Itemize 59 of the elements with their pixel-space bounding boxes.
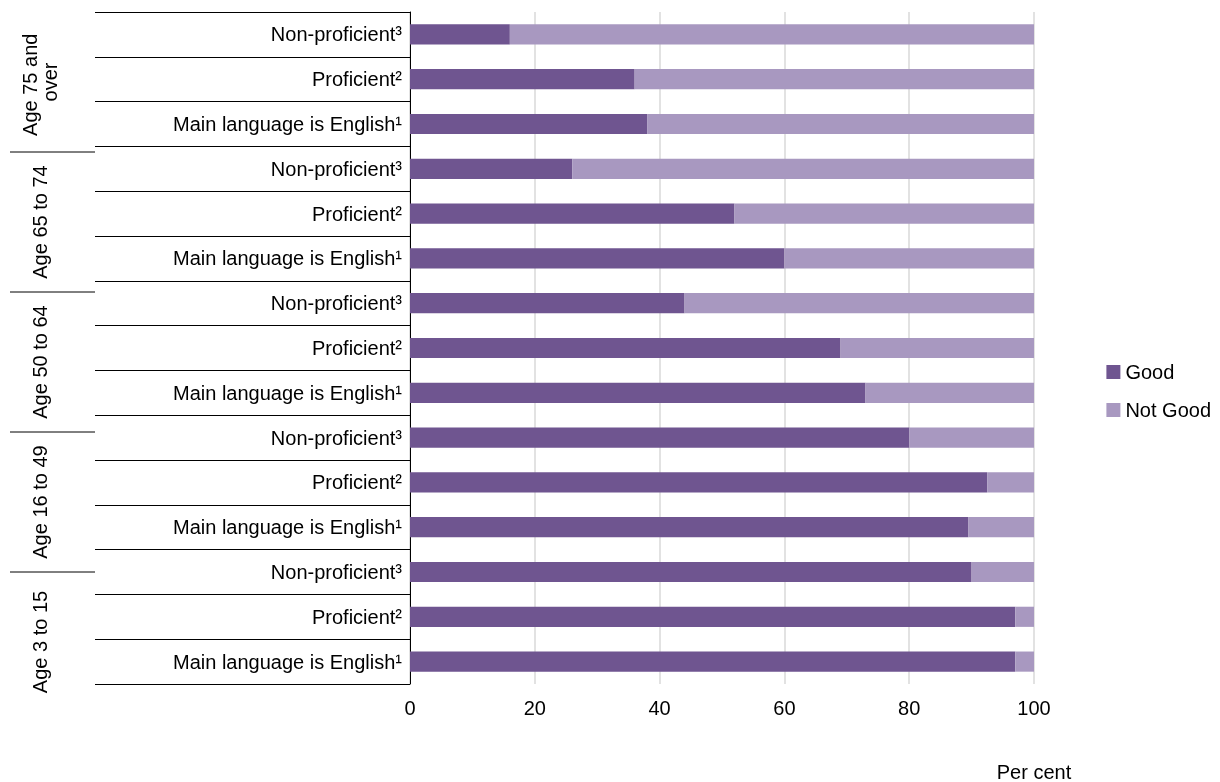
bar xyxy=(410,248,785,269)
y-tick-label: Main language is English¹ xyxy=(172,516,403,539)
y-tick-label: Proficient² xyxy=(311,471,403,494)
text: Age 50 to 64 xyxy=(29,305,51,419)
y-tick-label: Main language is English¹ xyxy=(172,247,403,270)
y-tick-label: Non-proficient³ xyxy=(270,561,403,583)
y-tick-label: Proficient² xyxy=(311,337,403,359)
bar xyxy=(971,561,1034,583)
bar xyxy=(634,69,1034,90)
bar xyxy=(572,158,1034,179)
x-tick-label: 40 xyxy=(648,697,671,719)
legend-label: Not Good xyxy=(1125,399,1211,421)
y-tick-label: Non-proficient³ xyxy=(270,23,403,46)
bar xyxy=(410,337,841,359)
text: Age 3 to 15 xyxy=(29,590,51,694)
y-tick-label: Proficient² xyxy=(311,202,403,225)
bar xyxy=(410,24,510,45)
bar xyxy=(410,113,648,135)
bar xyxy=(410,606,1016,627)
bar xyxy=(410,427,910,448)
bar xyxy=(987,472,1034,493)
x-axis-title: Per cent xyxy=(996,761,1072,782)
text: Age 65 to 74 xyxy=(29,165,51,279)
x-tick-label: 60 xyxy=(773,697,796,719)
bar xyxy=(410,472,988,493)
bar xyxy=(1015,651,1034,672)
bar xyxy=(410,382,866,403)
bar xyxy=(410,517,969,538)
bar xyxy=(1015,606,1034,627)
bar xyxy=(410,651,1016,672)
x-tick-label: 100 xyxy=(1017,697,1051,719)
bar xyxy=(784,248,1034,269)
bar xyxy=(734,203,1034,224)
bar xyxy=(410,203,735,224)
y-tick-label: Non-proficient³ xyxy=(270,292,403,315)
y-tick-label: Non-proficient³ xyxy=(270,157,403,180)
bar xyxy=(647,113,1034,135)
x-tick-label: 0 xyxy=(404,697,416,719)
bar xyxy=(410,293,685,314)
x-tick-label: 20 xyxy=(523,697,546,719)
text: Age 16 to 49 xyxy=(29,445,51,559)
bar xyxy=(909,427,1034,448)
y-tick-label: Proficient² xyxy=(311,68,403,91)
y-tick-label: Main language is English¹ xyxy=(172,381,403,404)
y-tick-label: Proficient² xyxy=(311,605,403,628)
bar xyxy=(865,382,1034,403)
bar xyxy=(840,337,1034,359)
legend-label: Good xyxy=(1125,361,1175,383)
bar xyxy=(410,69,635,90)
bar xyxy=(410,158,573,179)
x-tick-label: 80 xyxy=(898,697,921,719)
y-tick-label: Main language is English¹ xyxy=(172,113,403,135)
y-tick-label: Main language is English¹ xyxy=(172,650,403,673)
bar xyxy=(968,517,1034,538)
bar xyxy=(410,561,972,583)
text: Age 75 and over xyxy=(19,28,61,136)
bar xyxy=(509,24,1034,45)
bar xyxy=(684,293,1034,314)
y-tick-label: Non-proficient³ xyxy=(270,426,403,449)
